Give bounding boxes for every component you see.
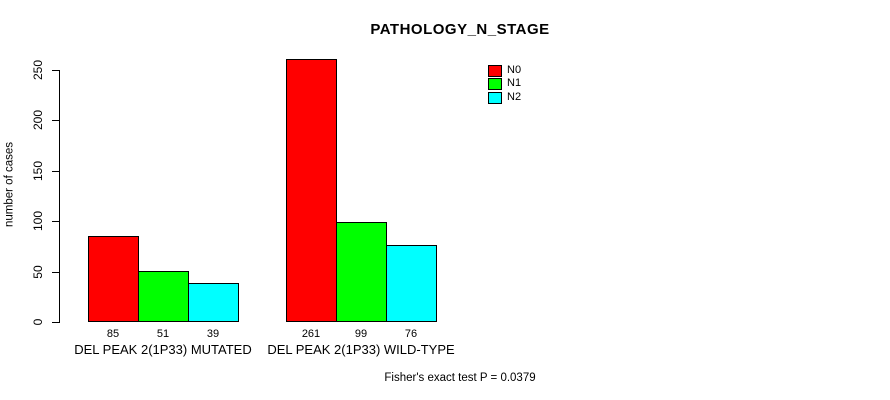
y-axis-tick: [52, 322, 59, 323]
y-axis-tick: [52, 171, 59, 172]
bar-value-label: 39: [206, 328, 220, 340]
y-axis-tick: [52, 221, 59, 222]
legend-label-n1: N1: [507, 77, 522, 89]
chart-title: PATHOLOGY_N_STAGE: [370, 21, 550, 38]
y-axis-tick-label: 50: [31, 264, 45, 279]
category-label: DEL PEAK 2(1P33) WILD-TYPE: [267, 342, 455, 357]
y-axis-tick-label: 0: [31, 318, 45, 326]
bar-value-label: 51: [156, 328, 170, 340]
y-axis-label: number of cases: [3, 142, 16, 228]
bar-value-label: 85: [106, 328, 120, 340]
bar-n1: [336, 222, 387, 322]
y-axis-tick-label: 250: [31, 59, 45, 81]
bar-n2: [386, 245, 437, 322]
legend-label-n2: N2: [507, 90, 522, 103]
bar-n2: [188, 282, 239, 322]
y-axis-line: [59, 70, 60, 323]
bar-n0: [88, 236, 139, 322]
bar-value-label: 261: [301, 328, 321, 340]
y-axis-tick: [52, 120, 59, 121]
y-axis-tick-label: 100: [31, 211, 45, 232]
bar-n0: [286, 58, 337, 322]
y-axis-tick-label: 150: [31, 160, 45, 181]
bar-n1: [138, 270, 189, 322]
bar-value-label: 99: [354, 328, 368, 340]
y-axis-tick: [52, 272, 59, 273]
legend-swatch-n1: [488, 78, 502, 90]
legend-swatch-n0: [488, 64, 502, 77]
legend-swatch-n2: [488, 91, 502, 104]
fisher-test-annotation: Fisher's exact test P = 0.0379: [384, 372, 536, 384]
legend-label-n0: N0: [507, 63, 522, 76]
y-axis-tick-label: 200: [31, 110, 45, 131]
y-axis-tick: [52, 70, 59, 71]
category-label: DEL PEAK 2(1P33) MUTATED: [74, 342, 252, 357]
bar-value-label: 76: [404, 328, 418, 340]
